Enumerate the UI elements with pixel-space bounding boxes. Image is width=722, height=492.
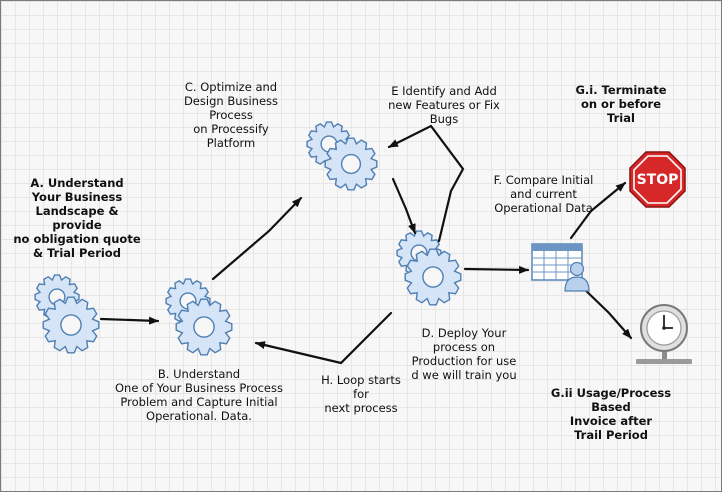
edge-d-to-h-to-b [254,311,393,365]
clock-icon [636,304,692,364]
node-gii-label: G.ii Usage/Process Based Invoice after T… [550,386,672,442]
node-h-label: H. Loop starts for next process [321,373,401,415]
node-a-label: A. Understand Your Business Landscape & … [13,176,141,260]
edge-d-to-f [463,265,530,274]
user-report-icon [531,243,590,292]
node-c-label: C. Optimize and Design Business Process … [183,80,279,150]
edge-f-to-stop [569,181,627,240]
edge-b-to-c [211,196,303,281]
node-e-label: E Identify and Add new Features or Fix B… [388,84,500,126]
edge-f-to-clock [577,282,633,340]
node-f-label: F. Compare Initial and current Operation… [493,173,594,215]
edge-c-to-d [391,177,417,235]
gear-icon-b [165,278,233,356]
node-b-label: B. Understand One of Your Business Proce… [114,367,283,423]
gear-icon-c [306,121,378,191]
gear-icon-d [396,230,462,306]
stop-sign-icon: STOP [629,151,686,208]
edge-d-to-e [387,124,465,243]
gear-icon-a [34,274,100,354]
node-gi-label: G.i. Terminate on or before Trial [575,83,667,125]
edge-a-to-b [99,316,160,325]
node-d-label: D. Deploy Your process on Production for… [411,326,517,382]
stop-sign-text: STOP [637,172,679,188]
